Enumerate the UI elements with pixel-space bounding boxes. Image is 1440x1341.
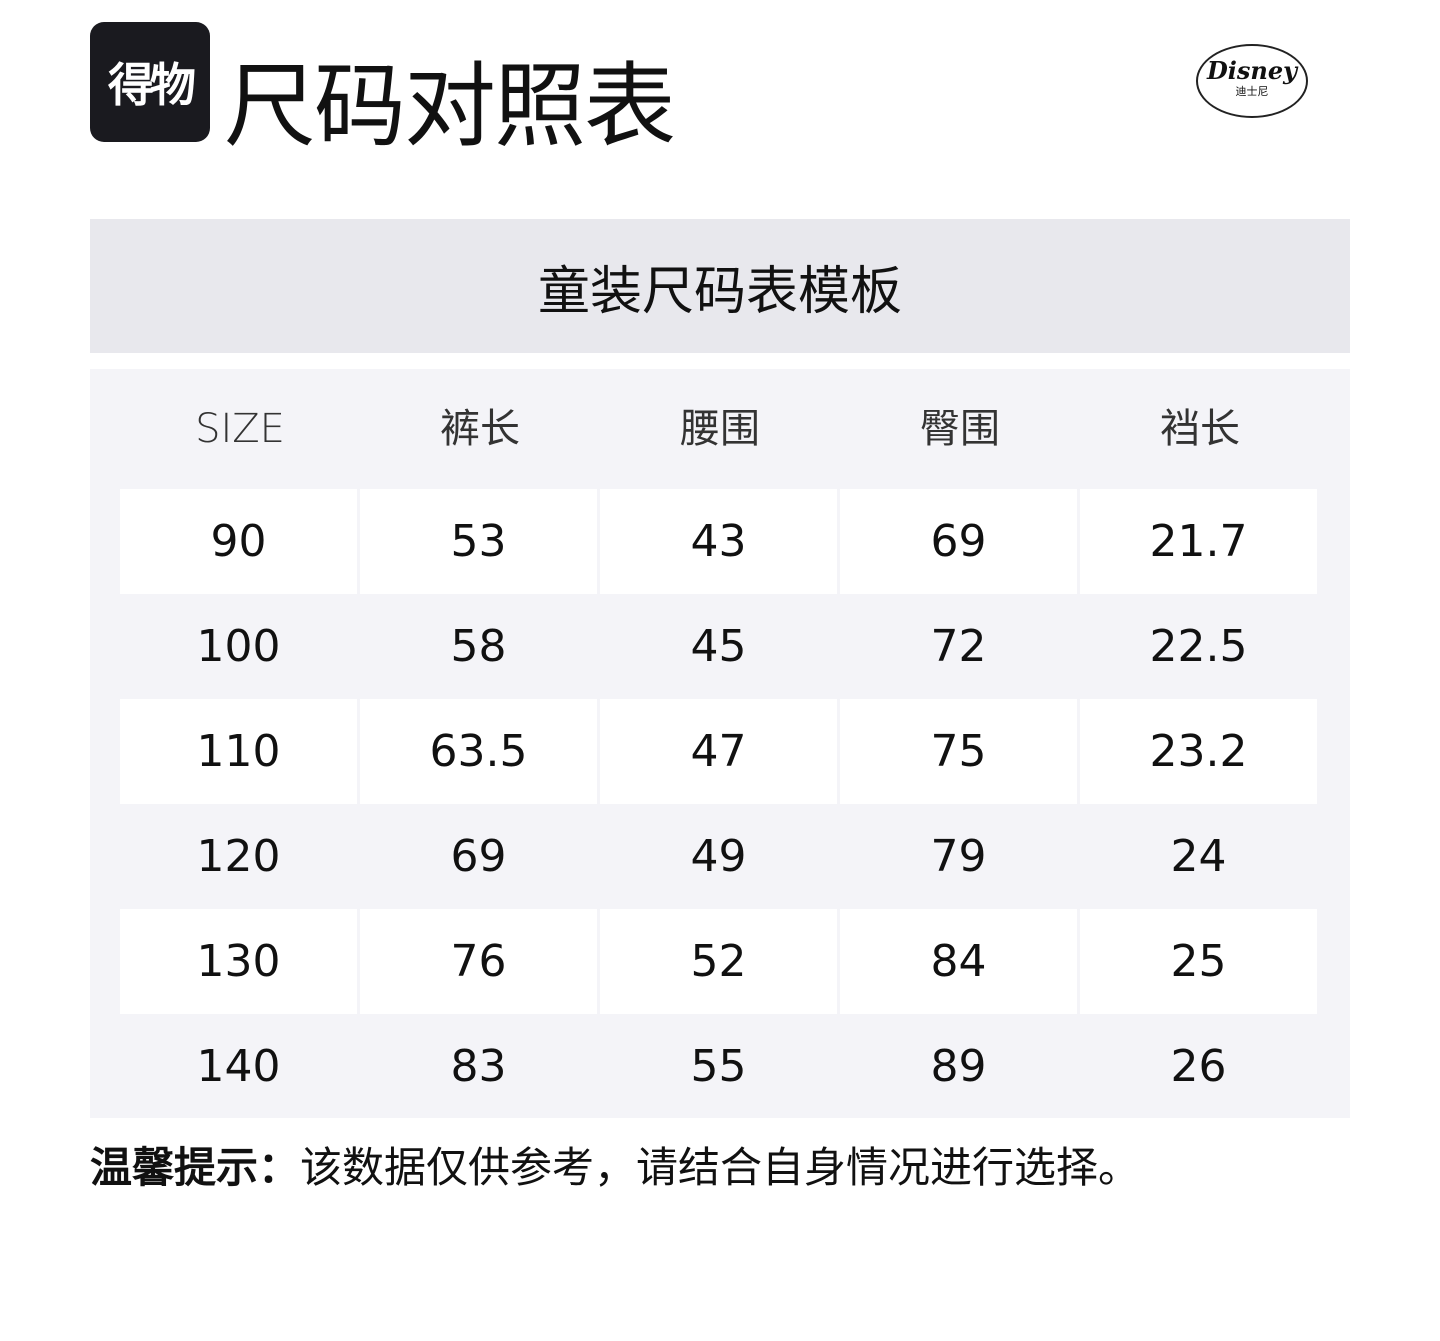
table-row: 140 83 55 89 26 — [120, 1014, 1317, 1119]
column-header: 臀围 — [920, 406, 1000, 452]
table-cell: 110 — [120, 699, 357, 804]
table-row: 130 76 52 84 25 — [120, 909, 1317, 1014]
table-cell: 55 — [690, 1041, 747, 1092]
partner-logo: Disney 迪士尼 — [1196, 44, 1308, 118]
table-cell: 79 — [930, 831, 987, 882]
table-row: 110 63.5 47 75 23.2 — [120, 699, 1317, 804]
table-cell: 83 — [450, 1041, 507, 1092]
partner-logo-text: Disney — [1206, 56, 1298, 85]
column-header: 腰围 — [680, 406, 760, 452]
table-cell: 72 — [930, 621, 987, 672]
table-cell: 23.2 — [1080, 699, 1317, 804]
tip-text: 该数据仅供参考，请结合自身情况进行选择。 — [300, 1143, 1141, 1192]
table-cell: 69 — [450, 831, 507, 882]
table-cell: 130 — [120, 909, 357, 1014]
partner-logo-cn: 迪士尼 — [1235, 85, 1269, 98]
table-cell: 47 — [600, 699, 837, 804]
table-cell: 69 — [840, 489, 1077, 594]
page-title: 尺码对照表 — [224, 53, 676, 160]
table-row: 120 69 49 79 24 — [120, 804, 1317, 909]
column-header: 裤长 — [440, 406, 520, 452]
table-cell: 58 — [450, 621, 507, 672]
column-header: SIZE — [195, 406, 285, 452]
table-cell: 24 — [1170, 831, 1227, 882]
column-header: 裆长 — [1160, 406, 1240, 452]
table-cell: 90 — [120, 489, 357, 594]
table-cell: 21.7 — [1080, 489, 1317, 594]
table-cell: 140 — [196, 1041, 281, 1092]
table-row: 90 53 43 69 21.7 — [120, 489, 1317, 594]
table-cell: 84 — [840, 909, 1077, 1014]
brand-logo: 得物 — [90, 22, 210, 142]
table-cell: 49 — [690, 831, 747, 882]
footer-tip: 温馨提示：该数据仅供参考，请结合自身情况进行选择。 — [90, 1140, 1140, 1196]
table-cell: 43 — [600, 489, 837, 594]
table-cell: 22.5 — [1149, 621, 1248, 672]
table-caption: 童装尺码表模板 — [90, 219, 1350, 353]
table-cell: 52 — [600, 909, 837, 1014]
table-cell: 63.5 — [360, 699, 597, 804]
table-row: 100 58 45 72 22.5 — [120, 594, 1317, 699]
table-cell: 89 — [930, 1041, 987, 1092]
tip-label: 温馨提示： — [90, 1143, 301, 1192]
table-cell: 120 — [196, 831, 281, 882]
table-header: SIZE 裤长 腰围 臀围 裆长 — [120, 369, 1320, 489]
table-cell: 45 — [690, 621, 747, 672]
table-cell: 53 — [360, 489, 597, 594]
table-cell: 76 — [360, 909, 597, 1014]
table-cell: 25 — [1080, 909, 1317, 1014]
table-cell: 100 — [196, 621, 281, 672]
table-cell: 75 — [840, 699, 1077, 804]
size-table: SIZE 裤长 腰围 臀围 裆长 90 53 43 69 21.7 100 58 45 72 22.5 11… — [90, 369, 1350, 1118]
table-cell: 26 — [1170, 1041, 1227, 1092]
